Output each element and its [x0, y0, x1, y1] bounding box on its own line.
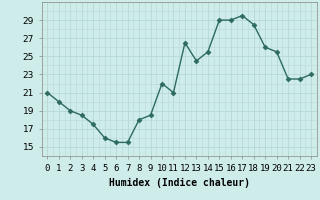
X-axis label: Humidex (Indice chaleur): Humidex (Indice chaleur)	[109, 178, 250, 188]
